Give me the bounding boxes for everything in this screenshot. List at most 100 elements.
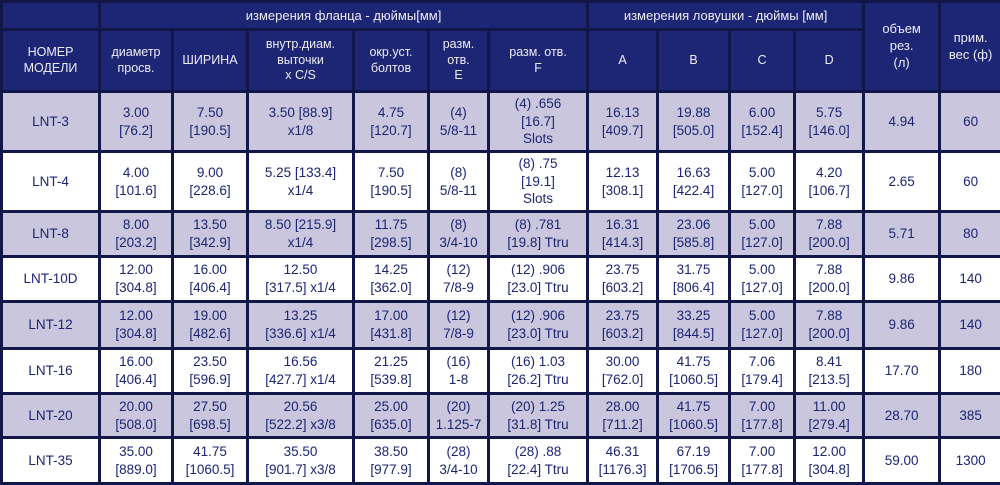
data-cell: 35.50 [901.7] x3/8 xyxy=(248,438,354,484)
data-cell: 7.06 [179.4] xyxy=(730,349,795,394)
data-cell: 16.00 [406.4] xyxy=(173,257,248,302)
data-cell: (8) .781 [19.8] Ttru xyxy=(489,212,588,257)
data-cell: 180 xyxy=(940,349,1000,394)
col-header-b: B xyxy=(658,30,730,92)
data-cell: 41.75 [1060.5] xyxy=(658,394,730,438)
model-cell: LNT-16 xyxy=(2,349,100,394)
col-header-volume: объем рез. (л) xyxy=(864,2,940,92)
data-cell: 41.75 [1060.5] xyxy=(173,438,248,484)
data-cell: (16) 1-8 xyxy=(429,349,489,394)
data-cell: 23.06 [585.8] xyxy=(658,212,730,257)
group-header-flange: измерения фланца - дюймы[мм] xyxy=(100,2,588,30)
data-cell: 12.13 [308.1] xyxy=(588,152,658,212)
data-cell: 7.50 [190.5] xyxy=(354,152,429,212)
data-cell: 28.00 [711.2] xyxy=(588,394,658,438)
data-cell: 33.25 [844.5] xyxy=(658,302,730,349)
data-cell: 4.75 [120.7] xyxy=(354,92,429,152)
col-header-diameter: диаметр просв. xyxy=(100,30,173,92)
model-cell: LNT-35 xyxy=(2,438,100,484)
data-cell: 12.50 [317.5] x1/4 xyxy=(248,257,354,302)
data-cell: 7.00 [177.8] xyxy=(730,438,795,484)
data-cell: 7.00 [177.8] xyxy=(730,394,795,438)
data-cell: 5.00 [127.0] xyxy=(730,302,795,349)
col-header-hole-f: разм. отв. F xyxy=(489,30,588,92)
data-cell: 5.25 [133.4] x1/4 xyxy=(248,152,354,212)
col-header-width: ШИРИНА xyxy=(173,30,248,92)
data-cell: (8) 5/8-11 xyxy=(429,152,489,212)
data-cell: 12.00 [304.8] xyxy=(100,302,173,349)
data-cell: (12) .906 [23.0] Ttru xyxy=(489,302,588,349)
data-cell: (20) 1.25 [31.8] Ttru xyxy=(489,394,588,438)
model-cell: LNT-3 xyxy=(2,92,100,152)
data-cell: 80 xyxy=(940,212,1000,257)
data-cell: 14.25 [362.0] xyxy=(354,257,429,302)
data-cell: 20.56 [522.2] x3/8 xyxy=(248,394,354,438)
model-cell: LNT-12 xyxy=(2,302,100,349)
data-cell: 28.70 xyxy=(864,394,940,438)
data-cell: 25.00 [635.0] xyxy=(354,394,429,438)
data-cell: 46.31 [1176.3] xyxy=(588,438,658,484)
model-cell: LNT-20 xyxy=(2,394,100,438)
data-cell: 9.00 [228.6] xyxy=(173,152,248,212)
data-cell: 4.00 [101.6] xyxy=(100,152,173,212)
sub-header-row: НОМЕР МОДЕЛИ диаметр просв. ШИРИНА внутр… xyxy=(2,30,1000,92)
data-cell: (8) 3/4-10 xyxy=(429,212,489,257)
col-header-bore: внутр.диам. выточки x C/S xyxy=(248,30,354,92)
data-cell: 7.88 [200.0] xyxy=(795,212,864,257)
data-cell: 27.50 [698.5] xyxy=(173,394,248,438)
data-cell: 385 xyxy=(940,394,1000,438)
data-cell: 19.00 [482.6] xyxy=(173,302,248,349)
data-cell: 1300 xyxy=(940,438,1000,484)
data-cell: (8) .75 [19.1] Slots xyxy=(489,152,588,212)
col-header-a: A xyxy=(588,30,658,92)
data-cell: 35.00 [889.0] xyxy=(100,438,173,484)
data-cell: 60 xyxy=(940,92,1000,152)
data-cell: 5.00 [127.0] xyxy=(730,257,795,302)
model-cell: LNT-10D xyxy=(2,257,100,302)
data-cell: 13.25 [336.6] x1/4 xyxy=(248,302,354,349)
col-header-d: D xyxy=(795,30,864,92)
data-cell: 2.65 xyxy=(864,152,940,212)
data-cell: (12) 7/8-9 xyxy=(429,302,489,349)
data-cell: (12) 7/8-9 xyxy=(429,257,489,302)
data-cell: 5.75 [146.0] xyxy=(795,92,864,152)
col-header-model: НОМЕР МОДЕЛИ xyxy=(2,30,100,92)
data-cell: 3.00 [76.2] xyxy=(100,92,173,152)
data-cell: 19.88 [505.0] xyxy=(658,92,730,152)
data-cell: 16.00 [406.4] xyxy=(100,349,173,394)
data-cell: 140 xyxy=(940,302,1000,349)
data-cell: 7.88 [200.0] xyxy=(795,257,864,302)
data-cell: 31.75 [806.4] xyxy=(658,257,730,302)
data-cell: 7.50 [190.5] xyxy=(173,92,248,152)
data-cell: 21.25 [539.8] xyxy=(354,349,429,394)
col-header-weight: прим. вес (ф) xyxy=(940,2,1000,92)
data-cell: 16.63 [422.4] xyxy=(658,152,730,212)
data-cell: 140 xyxy=(940,257,1000,302)
data-cell: 8.50 [215.9] x1/4 xyxy=(248,212,354,257)
data-cell: 4.94 xyxy=(864,92,940,152)
data-cell: 17.70 xyxy=(864,349,940,394)
data-cell: 9.86 xyxy=(864,302,940,349)
data-cell: (28) .88 [22.4] Ttru xyxy=(489,438,588,484)
group-header-row: измерения фланца - дюймы[мм] измерения л… xyxy=(2,2,1000,30)
data-cell: 23.50 [596.9] xyxy=(173,349,248,394)
data-cell: (4) 5/8-11 xyxy=(429,92,489,152)
data-cell: (28) 3/4-10 xyxy=(429,438,489,484)
data-cell: 8.00 [203.2] xyxy=(100,212,173,257)
data-cell: 13.50 [342.9] xyxy=(173,212,248,257)
data-cell: (20) 1.125-7 xyxy=(429,394,489,438)
model-cell: LNT-8 xyxy=(2,212,100,257)
data-cell: 16.56 [427.7] x1/4 xyxy=(248,349,354,394)
table-header: измерения фланца - дюймы[мм] измерения л… xyxy=(2,2,1000,92)
data-cell: 23.75 [603.2] xyxy=(588,302,658,349)
